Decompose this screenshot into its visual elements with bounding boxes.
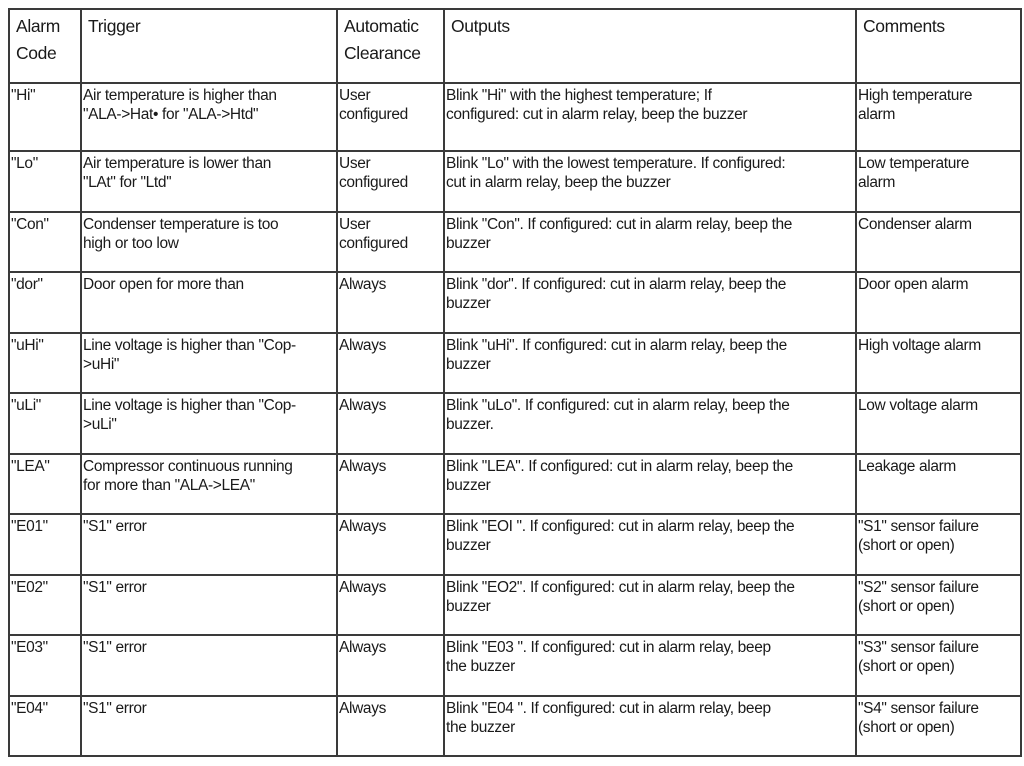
header-comments: Comments — [855, 8, 1022, 84]
cell-outputs: Blink "E03 ". If configured: cut in alar… — [443, 634, 857, 697]
cell-comments: Condenser alarm — [855, 210, 1022, 273]
header-automatic-clearance: Automatic Clearance — [336, 8, 445, 84]
cell-clearance: Always — [336, 513, 445, 576]
cell-clearance: Always — [336, 634, 445, 697]
cell-code: "E04" — [8, 694, 82, 757]
cell-trigger: Line voltage is higher than "Cop- >uHi" — [80, 331, 338, 394]
cell-comments: Low voltage alarm — [855, 392, 1022, 455]
cell-code: "E03" — [8, 634, 82, 697]
cell-clearance: Always — [336, 694, 445, 757]
table-row: "Hi" Air temperature is higher than "ALA-… — [8, 82, 1022, 152]
cell-clearance: Always — [336, 392, 445, 455]
cell-code: "uHi" — [8, 331, 82, 394]
cell-outputs: Blink "LEA". If configured: cut in alarm… — [443, 452, 857, 515]
cell-code: "E01" — [8, 513, 82, 576]
table-row: "LEA" Compressor continuous running for m… — [8, 452, 1022, 515]
cell-outputs: Blink "E04 ". If configured: cut in alar… — [443, 694, 857, 757]
cell-clearance: Always — [336, 331, 445, 394]
cell-outputs: Blink "Lo" with the lowest temperature. … — [443, 150, 857, 213]
cell-trigger: Line voltage is higher than "Cop- >uLi" — [80, 392, 338, 455]
cell-comments: Low temperature alarm — [855, 150, 1022, 213]
table-row: "uHi" Line voltage is higher than "Cop- >… — [8, 331, 1022, 394]
cell-code: "dor" — [8, 271, 82, 334]
table-row: "dor" Door open for more than Always Blink … — [8, 271, 1022, 334]
cell-trigger: Condenser temperature is too high or too… — [80, 210, 338, 273]
cell-outputs: Blink "Con". If configured: cut in alarm… — [443, 210, 857, 273]
cell-trigger: Door open for more than — [80, 271, 338, 334]
cell-trigger: "S1" error — [80, 573, 338, 636]
cell-comments: Door open alarm — [855, 271, 1022, 334]
cell-comments: "S3" sensor failure (short or open) — [855, 634, 1022, 697]
cell-trigger: Compressor continuous running for more t… — [80, 452, 338, 515]
table-row: "Lo" Air temperature is lower than "LAt" … — [8, 150, 1022, 213]
cell-comments: High voltage alarm — [855, 331, 1022, 394]
cell-clearance: Always — [336, 271, 445, 334]
table-row: "uLi" Line voltage is higher than "Cop- >… — [8, 392, 1022, 455]
cell-trigger: Air temperature is lower than "LAt" for … — [80, 150, 338, 213]
cell-clearance: User configured — [336, 82, 445, 152]
cell-outputs: Blink "EO2". If configured: cut in alarm… — [443, 573, 857, 636]
cell-clearance: User configured — [336, 150, 445, 213]
header-trigger: Trigger — [80, 8, 338, 84]
cell-code: "Hi" — [8, 82, 82, 152]
table-row: "E03" "S1" error Always Blink "E03 ". If co… — [8, 634, 1022, 697]
cell-comments: "S2" sensor failure (short or open) — [855, 573, 1022, 636]
table-row: "E02" "S1" error Always Blink "EO2". If con… — [8, 573, 1022, 636]
cell-outputs: Blink "Hi" with the highest temperature;… — [443, 82, 857, 152]
cell-code: "Con" — [8, 210, 82, 273]
cell-trigger: Air temperature is higher than "ALA->Hat… — [80, 82, 338, 152]
cell-clearance: User configured — [336, 210, 445, 273]
table-row: "Con" Condenser temperature is too high o… — [8, 210, 1022, 273]
header-outputs: Outputs — [443, 8, 857, 84]
cell-comments: High temperature alarm — [855, 82, 1022, 152]
cell-code: "LEA" — [8, 452, 82, 515]
header-row: Alarm Code Trigger Automatic Clearance O… — [8, 8, 1022, 84]
cell-comments: "S1" sensor failure (short or open) — [855, 513, 1022, 576]
cell-trigger: "S1" error — [80, 694, 338, 757]
cell-trigger: "S1" error — [80, 513, 338, 576]
cell-code: "uLi" — [8, 392, 82, 455]
cell-comments: "S4" sensor failure (short or open) — [855, 694, 1022, 757]
cell-outputs: Blink "uHi". If configured: cut in alarm… — [443, 331, 857, 394]
table-row: "E04" "S1" error Always Blink "E04 ". If co… — [8, 694, 1022, 757]
cell-comments: Leakage alarm — [855, 452, 1022, 515]
table-row: "E01" "S1" error Always Blink "EOI ". If co… — [8, 513, 1022, 576]
alarm-code-table: Alarm Code Trigger Automatic Clearance O… — [8, 8, 1022, 757]
header-alarm-code: Alarm Code — [8, 8, 82, 84]
cell-trigger: "S1" error — [80, 634, 338, 697]
cell-code: "E02" — [8, 573, 82, 636]
cell-outputs: Blink "uLo". If configured: cut in alarm… — [443, 392, 857, 455]
cell-outputs: Blink "EOI ". If configured: cut in alar… — [443, 513, 857, 576]
cell-clearance: Always — [336, 452, 445, 515]
cell-clearance: Always — [336, 573, 445, 636]
cell-code: "Lo" — [8, 150, 82, 213]
cell-outputs: Blink "dor". If configured: cut in alarm… — [443, 271, 857, 334]
